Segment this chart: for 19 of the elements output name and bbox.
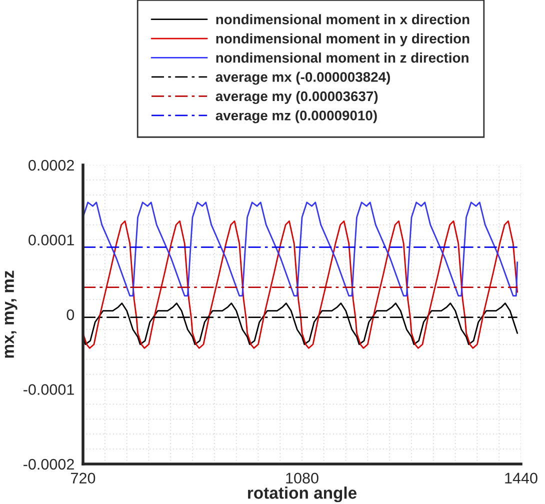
x-tick-label: 720 bbox=[71, 472, 96, 484]
x-axis-title: rotation angle bbox=[248, 486, 357, 502]
y-tick-label: -0.0001 bbox=[24, 384, 74, 395]
legend-label: nondimensional moment in x direction bbox=[216, 14, 470, 24]
x-tick-label: 1440 bbox=[505, 472, 538, 484]
legend-label: nondimensional moment in z direction bbox=[216, 52, 468, 63]
legend-label: average mz (0.00009010) bbox=[216, 110, 377, 124]
line-series bbox=[83, 202, 518, 297]
y-tick-label: 0 bbox=[66, 309, 74, 320]
y-tick-label: -0.0002 bbox=[24, 458, 74, 470]
legend-label: nondimensional moment in y direction bbox=[216, 33, 470, 46]
legend-label: average my (0.00003637) bbox=[216, 90, 378, 104]
x-tick-label: 1080 bbox=[286, 472, 318, 484]
legend-label: average mx (-0.000003824) bbox=[216, 72, 390, 85]
y-tick-label: 0.0001 bbox=[28, 234, 74, 246]
line-series bbox=[83, 302, 518, 346]
y-tick-label: 0.0002 bbox=[28, 160, 74, 171]
line-series bbox=[83, 220, 518, 349]
y-axis-title: mx, my, mz bbox=[4, 270, 18, 358]
